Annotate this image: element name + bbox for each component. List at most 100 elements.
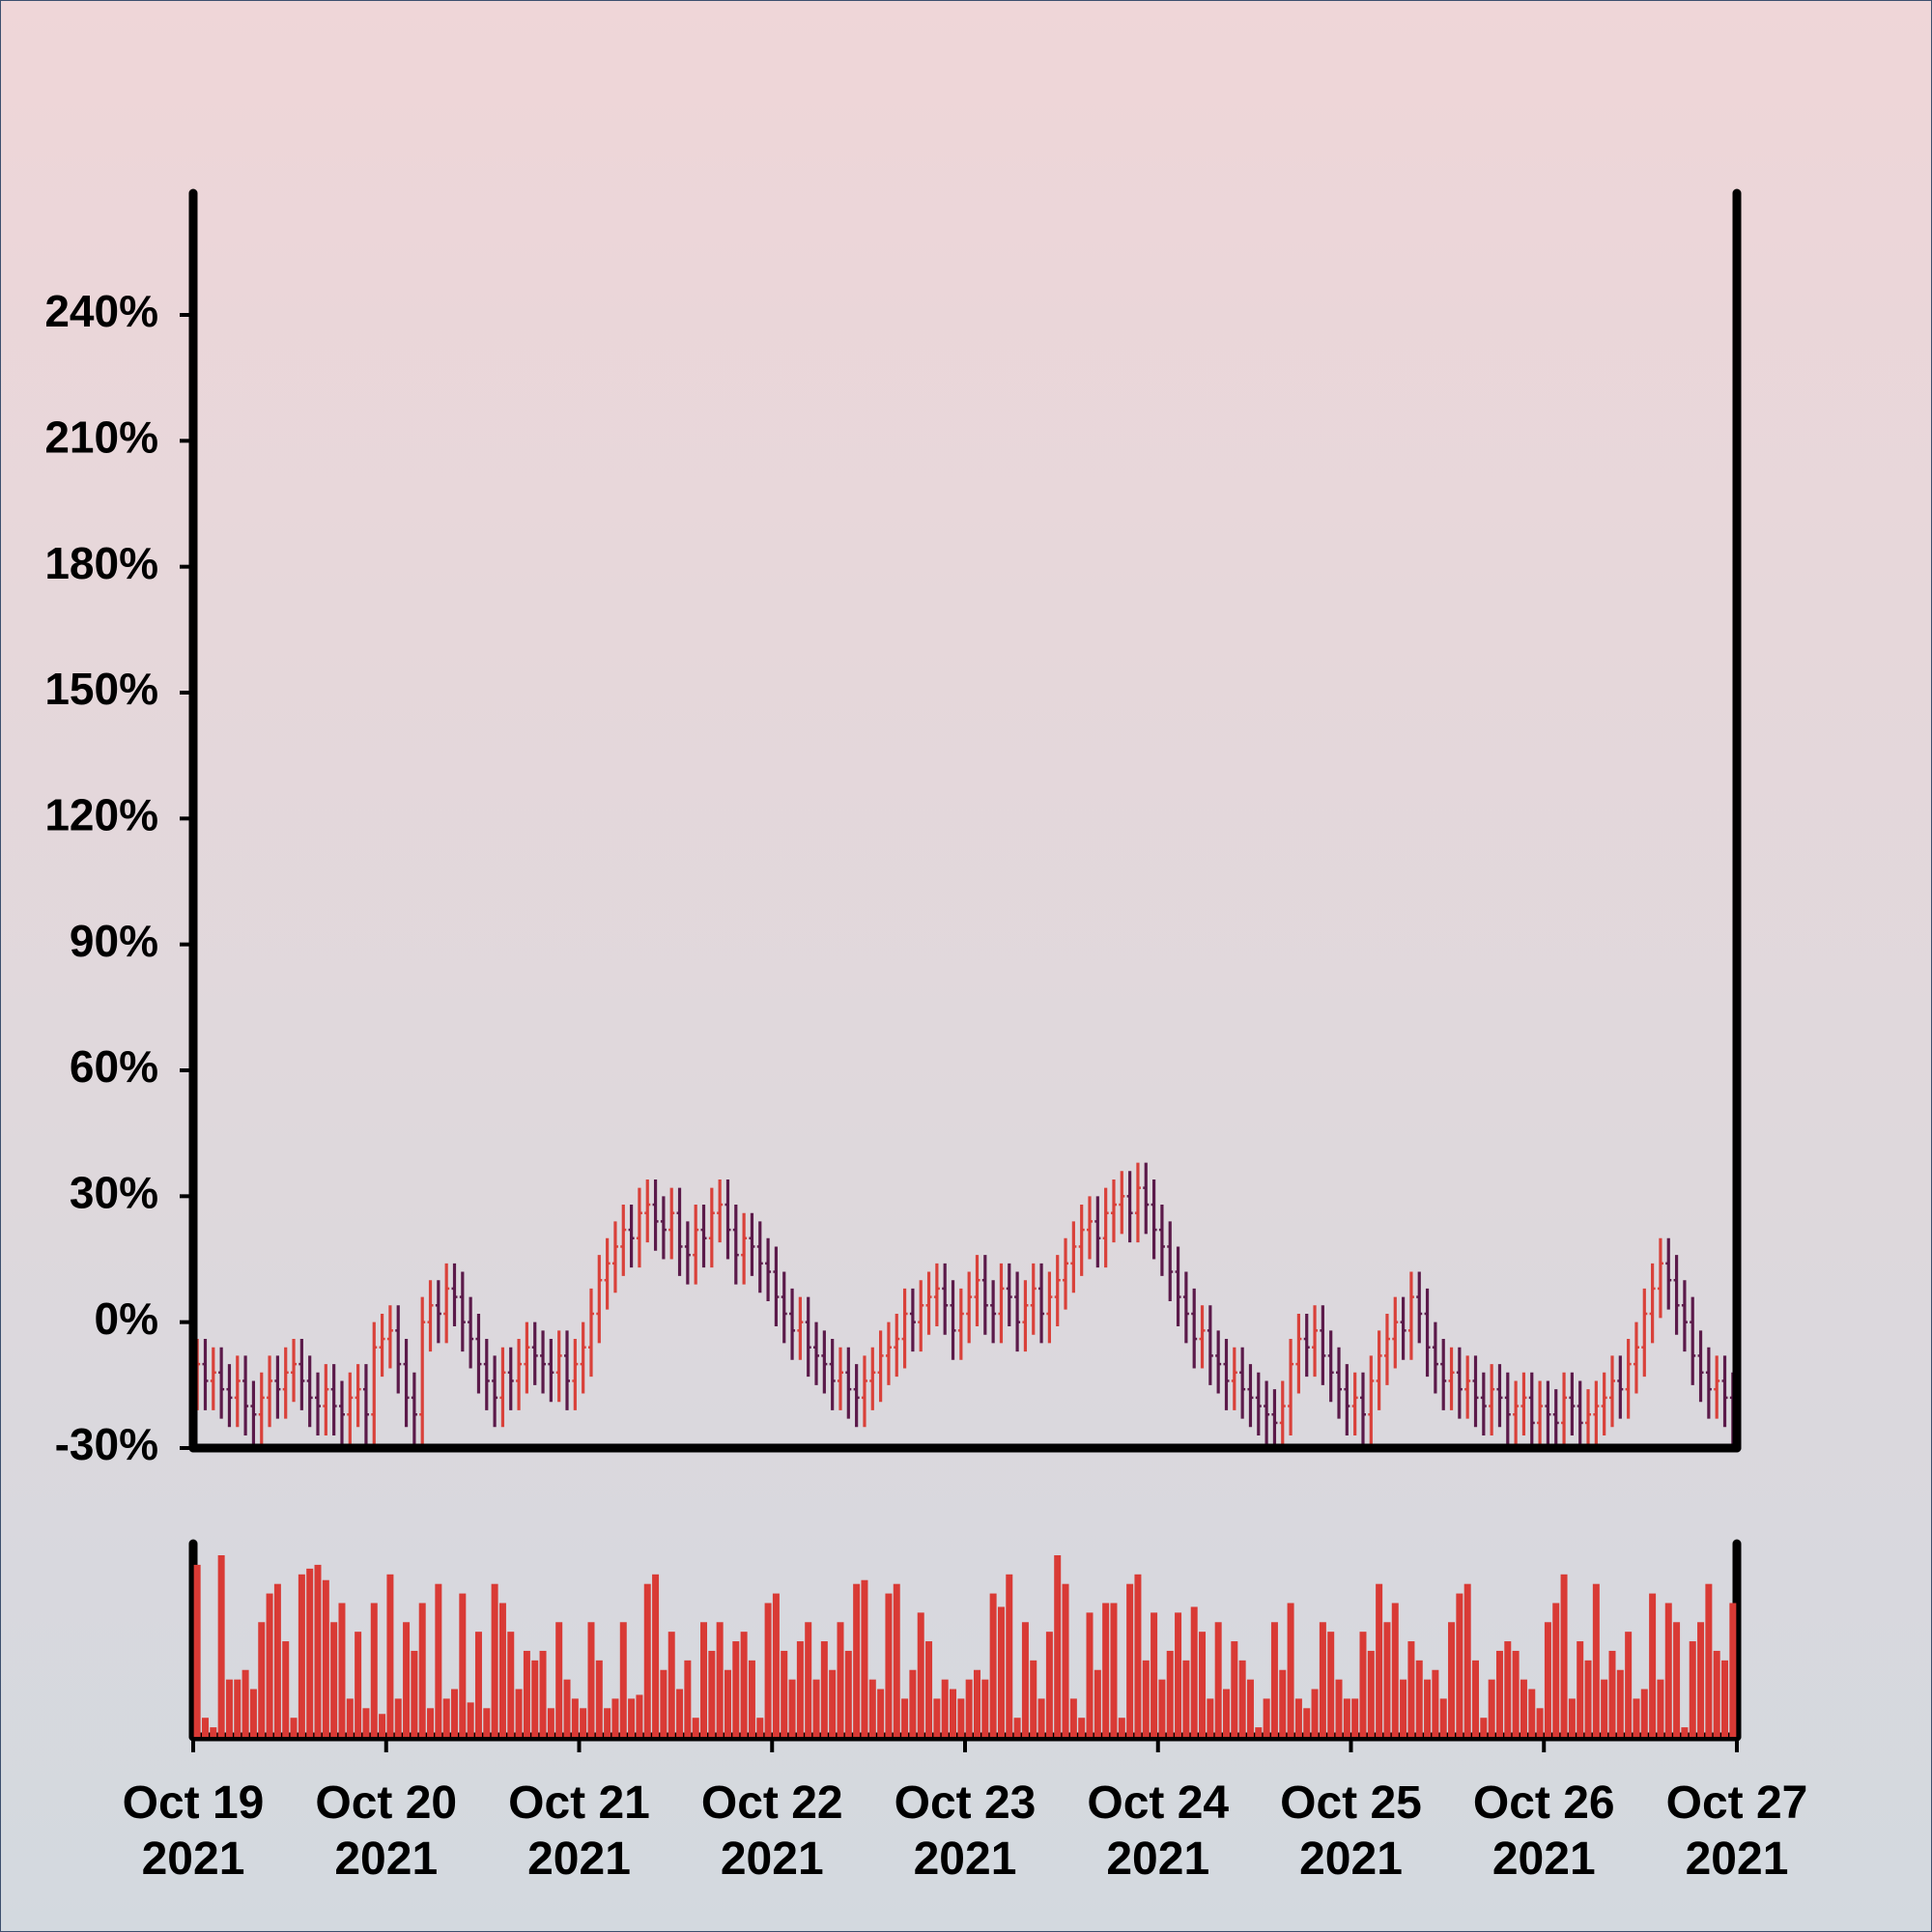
volume-bar xyxy=(861,1579,868,1737)
volume-bar xyxy=(1633,1698,1640,1737)
volume-bar xyxy=(837,1622,844,1737)
volume-bar xyxy=(1069,1698,1077,1737)
volume-bar xyxy=(1640,1689,1648,1737)
volume-bar xyxy=(571,1698,579,1737)
volume-bar xyxy=(1037,1698,1045,1737)
volume-bar xyxy=(1214,1622,1222,1737)
volume-bar xyxy=(595,1660,603,1737)
volume-bar xyxy=(1544,1622,1551,1737)
volume-bar xyxy=(724,1669,731,1737)
volume-bar xyxy=(805,1622,812,1737)
volume-bar xyxy=(1343,1698,1350,1737)
volume-bar xyxy=(1721,1660,1729,1737)
volume-bar xyxy=(1151,1612,1158,1737)
volume-bar xyxy=(379,1714,386,1737)
volume-bar xyxy=(1222,1689,1230,1737)
volume-bar xyxy=(853,1583,861,1737)
volume-bar xyxy=(394,1698,402,1737)
volume-bar xyxy=(1367,1650,1375,1737)
volume-bar xyxy=(1327,1632,1335,1737)
volume-bar xyxy=(1054,1555,1062,1737)
volume-bar xyxy=(1199,1632,1207,1737)
volume-bar xyxy=(1616,1669,1624,1737)
volume-bar xyxy=(386,1574,394,1737)
volume-bar xyxy=(989,1593,997,1737)
volume-bar xyxy=(1472,1660,1480,1737)
y-tick-label: -30% xyxy=(55,1419,158,1469)
volume-bar xyxy=(973,1669,980,1737)
volume-bar xyxy=(820,1641,828,1737)
y-tick-label: 30% xyxy=(70,1167,158,1217)
volume-bar xyxy=(403,1622,411,1737)
volume-bar xyxy=(772,1593,780,1737)
y-tick-label: 60% xyxy=(70,1041,158,1092)
volume-bar xyxy=(1424,1679,1432,1737)
y-tick-label: 150% xyxy=(44,664,158,714)
x-tick-label: Oct 25 2021 xyxy=(1280,1777,1422,1885)
volume-bar xyxy=(950,1689,957,1737)
volume-bar xyxy=(442,1698,450,1737)
volume-bar xyxy=(1118,1718,1125,1737)
y-tick-label: 0% xyxy=(95,1293,158,1344)
volume-bar xyxy=(1294,1698,1302,1737)
y-tick-label: 90% xyxy=(70,916,158,966)
volume-bar xyxy=(580,1708,587,1737)
volume-bar xyxy=(483,1708,491,1737)
volume-bar xyxy=(1166,1650,1174,1737)
volume-bar xyxy=(1175,1612,1182,1737)
volume-bar xyxy=(362,1708,370,1737)
volume-bar xyxy=(1713,1650,1720,1737)
volume-bar xyxy=(756,1718,764,1737)
volume-bar xyxy=(1601,1679,1608,1737)
volume-bar xyxy=(338,1603,346,1737)
volume-bar xyxy=(684,1660,692,1737)
volume-bar xyxy=(1625,1632,1633,1737)
volume-bar xyxy=(1608,1650,1616,1737)
volume-bar xyxy=(1303,1708,1311,1737)
volume-bar xyxy=(628,1698,636,1737)
volume-bar xyxy=(652,1574,660,1737)
volume-bar xyxy=(748,1660,755,1737)
volume-bar xyxy=(893,1583,900,1737)
volume-bar xyxy=(619,1622,627,1737)
volume-bar xyxy=(1383,1622,1391,1737)
volume-bar xyxy=(1463,1583,1471,1737)
x-tick-label: Oct 21 2021 xyxy=(508,1777,650,1885)
volume-bar xyxy=(1577,1641,1584,1737)
price-bars xyxy=(194,1162,1736,1448)
volume-bar xyxy=(965,1679,973,1737)
volume-bar xyxy=(225,1679,233,1737)
volume-bar xyxy=(611,1698,619,1737)
volume-bar xyxy=(732,1641,740,1737)
volume-bar xyxy=(1030,1660,1037,1737)
volume-bar xyxy=(1182,1660,1190,1737)
volume-bar xyxy=(217,1555,225,1737)
volume-bar xyxy=(282,1641,290,1737)
volume-bar xyxy=(1705,1583,1713,1737)
volume-bar xyxy=(1102,1603,1110,1737)
volume-bar xyxy=(604,1708,611,1737)
volume-bar xyxy=(1021,1622,1029,1737)
volume-bar xyxy=(1263,1698,1270,1737)
volume-bar xyxy=(273,1583,281,1737)
volume-bar xyxy=(676,1689,684,1737)
y-tick-label: 180% xyxy=(44,538,158,588)
volume-bar xyxy=(1456,1593,1463,1737)
volume-bar xyxy=(1094,1669,1101,1737)
y-tick-label: 210% xyxy=(44,412,158,462)
volume-bar xyxy=(933,1698,941,1737)
volume-bar xyxy=(1231,1641,1238,1737)
volume-bar xyxy=(266,1593,273,1737)
volume-bar xyxy=(498,1603,506,1737)
volume-bar xyxy=(885,1593,893,1737)
volume-bar xyxy=(467,1702,474,1737)
volume-bar xyxy=(1512,1650,1520,1737)
volume-bar xyxy=(418,1603,426,1737)
volume-bar xyxy=(459,1593,467,1737)
volume-bar xyxy=(1013,1718,1021,1737)
volume-bar xyxy=(1110,1603,1118,1737)
volume-bar xyxy=(1255,1727,1263,1737)
volume-bar xyxy=(1681,1727,1689,1737)
volume-bar xyxy=(427,1708,435,1737)
